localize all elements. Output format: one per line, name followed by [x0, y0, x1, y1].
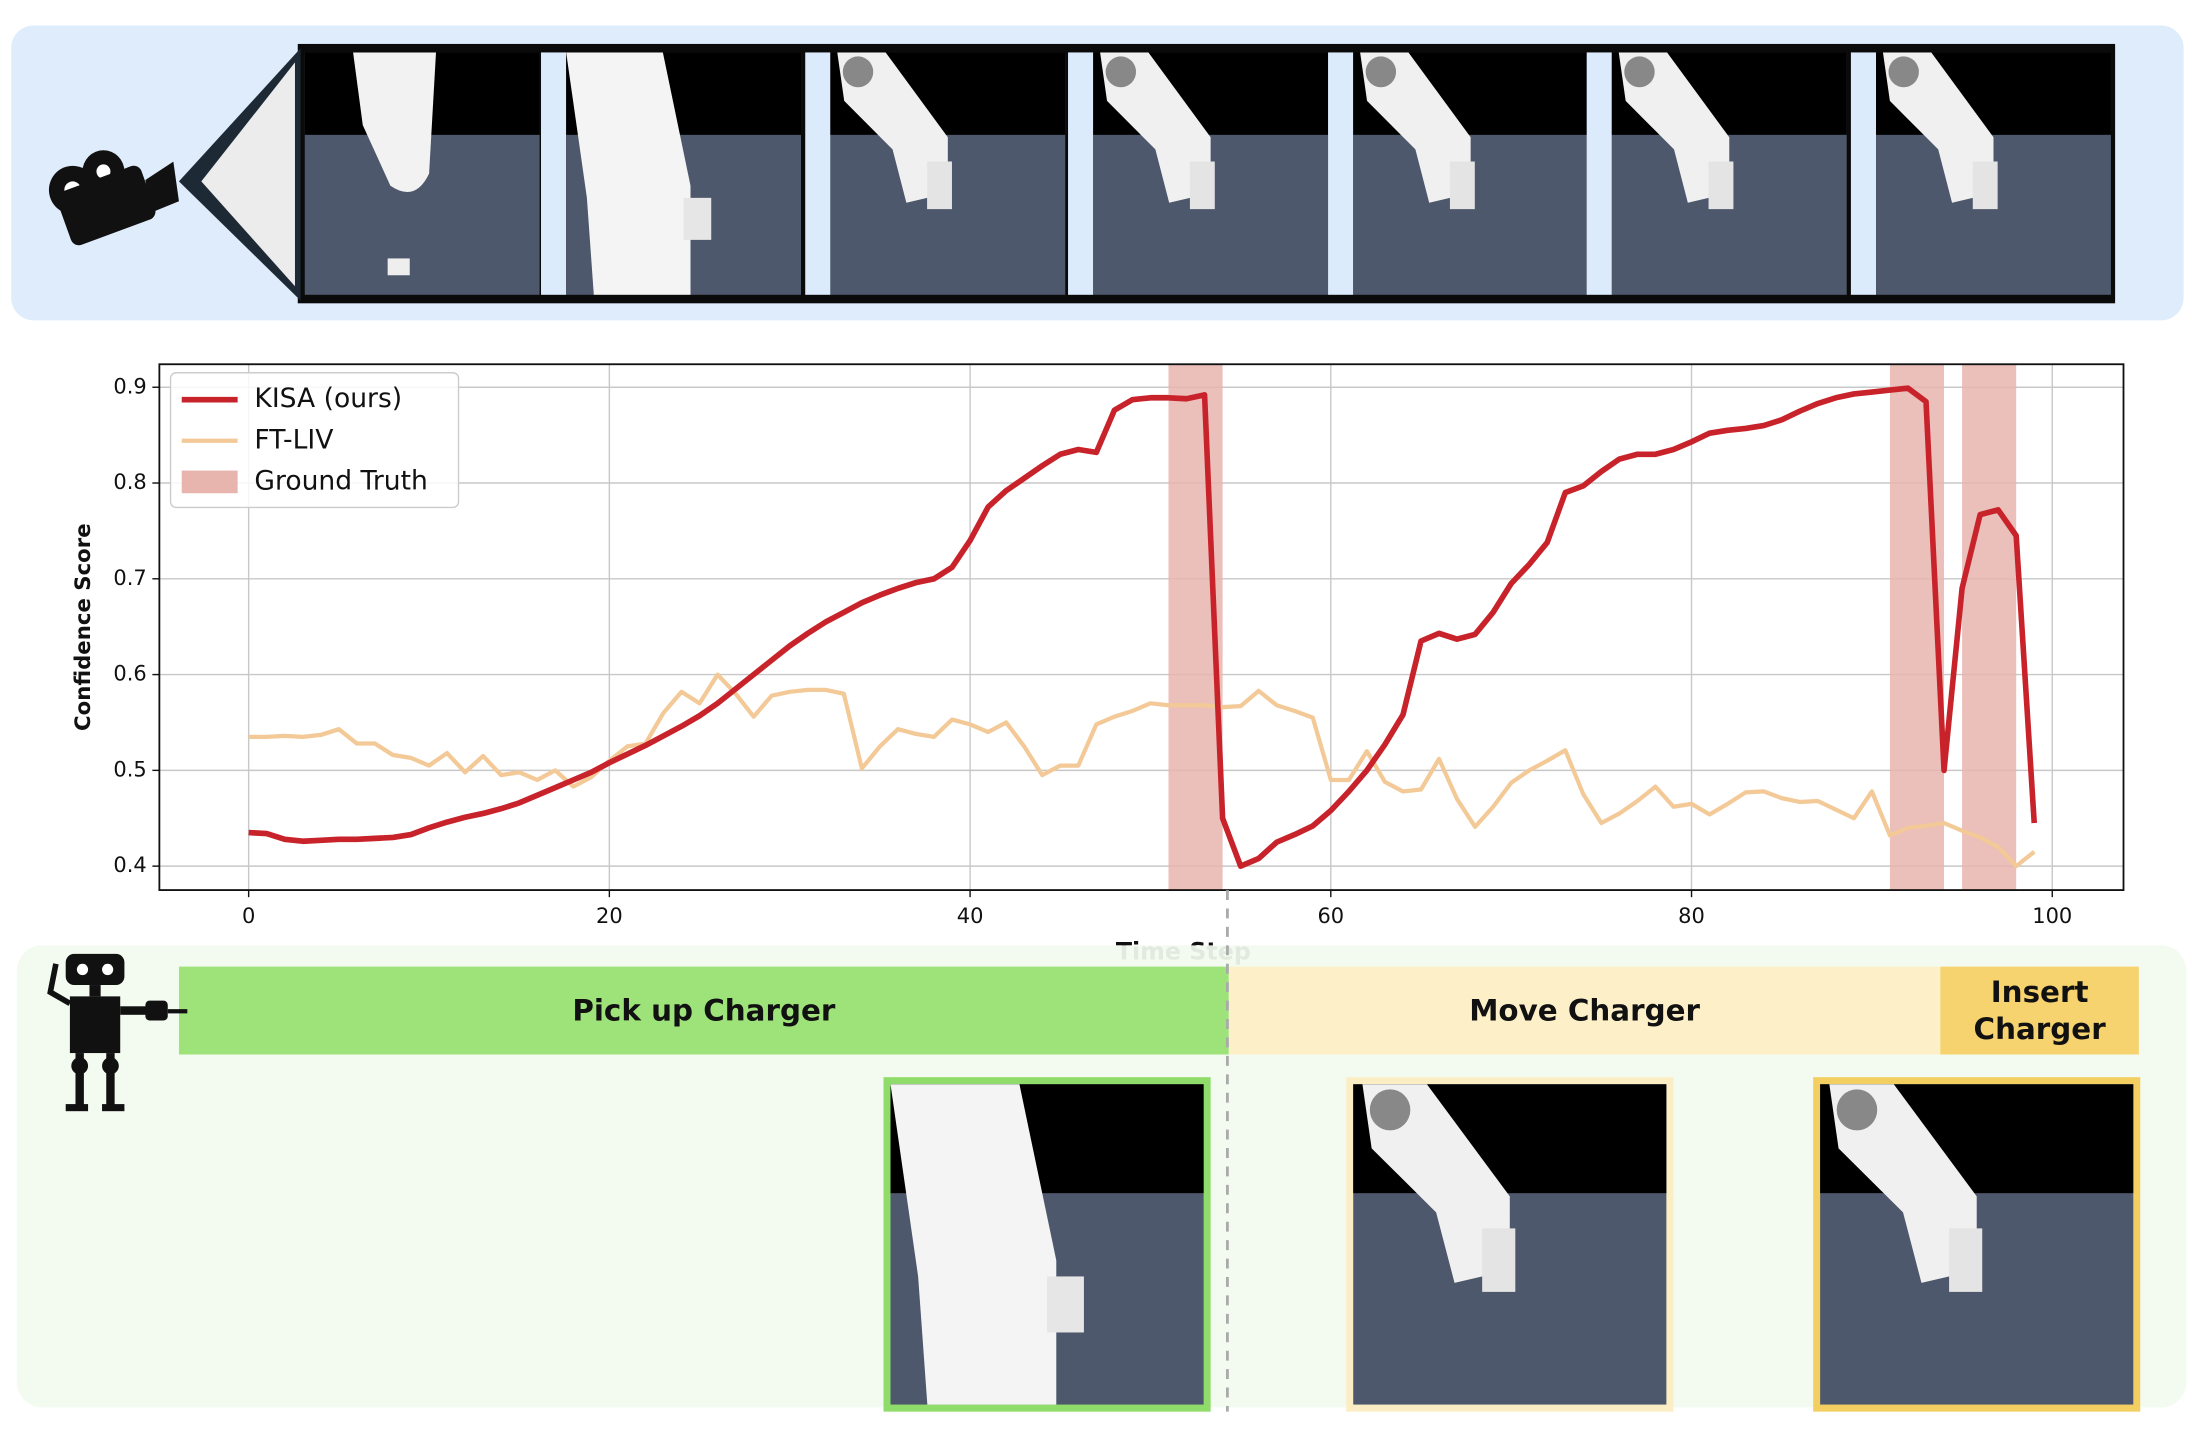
robot-icon	[47, 953, 188, 1112]
robot-joint	[1836, 1089, 1878, 1131]
y-tick-label: 0.8	[113, 469, 146, 494]
phase-label-box: Pick up Charger	[572, 993, 836, 1028]
phase-bar	[1940, 966, 2139, 1055]
robot-joint	[1105, 56, 1137, 88]
phase-label: Move Charger	[1469, 993, 1700, 1028]
x-tick-label: 100	[2032, 903, 2072, 928]
phase-label: Pick up Charger	[572, 993, 836, 1028]
robot-arm	[1882, 52, 1994, 203]
charger	[1189, 161, 1215, 210]
video-panel	[11, 25, 2184, 321]
legend-ground-truth-swatch	[181, 470, 238, 494]
robot-arm	[837, 52, 948, 203]
phase-bar	[1228, 966, 1941, 1055]
charger	[1047, 1276, 1084, 1333]
x-tick-label: 60	[1317, 903, 1344, 928]
plot: 0.4 0.5 0.6 0.7 0.8 0.9 0 20 40 60 80 100 Confidence…	[70, 363, 2125, 966]
frame-gap	[1850, 52, 1877, 295]
charger	[1449, 161, 1475, 210]
frame-gap	[805, 52, 831, 295]
robot-joint	[842, 56, 874, 88]
phase-label: Insert Charger	[1973, 974, 2106, 1046]
charger	[1972, 161, 1998, 210]
charger	[1708, 161, 1734, 210]
x-tick-label: 80	[1678, 903, 1705, 928]
charger	[927, 161, 952, 210]
y-tick-label: 0.5	[113, 756, 146, 781]
y-axis-label: Confidence Score	[70, 523, 95, 731]
robot-arm	[566, 52, 691, 295]
x-tick-label: 40	[957, 903, 984, 928]
phase-label-box: Insert Charger	[1973, 974, 2106, 1046]
charger	[683, 197, 712, 240]
robot-arm	[1362, 1084, 1510, 1283]
phase-label-box: Move Charger	[1469, 993, 1700, 1028]
robot-joint	[1624, 56, 1655, 88]
robot-arm	[353, 52, 436, 192]
charger	[1482, 1228, 1516, 1292]
robot-arm	[890, 1084, 1057, 1405]
robot-joint	[1369, 1089, 1411, 1131]
series-line	[248, 672, 2036, 869]
legend-label: KISA (ours)	[254, 383, 402, 414]
projector-beam-inner	[201, 62, 295, 287]
phase-bar	[178, 966, 1229, 1055]
plot-frame	[158, 363, 2125, 891]
y-tick-label: 0.6	[113, 660, 146, 685]
frame-gap	[541, 52, 567, 295]
charger	[1949, 1228, 1983, 1292]
legend-box	[169, 372, 460, 509]
robot-joint	[1888, 56, 1919, 88]
y-tick-label: 0.7	[113, 565, 146, 590]
ground-truth-span	[1962, 364, 2017, 891]
charger	[387, 258, 410, 276]
frame-gap	[1586, 52, 1612, 295]
y-tick-label: 0.4	[113, 852, 146, 877]
robot-arm	[1829, 1084, 1977, 1283]
legend-label: Ground Truth	[254, 465, 427, 496]
robot-joint	[1365, 56, 1397, 88]
camera-icon	[48, 150, 179, 246]
x-tick-label: 0	[242, 903, 255, 928]
frame-gap	[1068, 52, 1094, 295]
robot-arm	[1100, 52, 1211, 203]
phase-panel: Pick up Charger Move Charger Insert Char…	[16, 890, 2187, 1412]
robot-arm	[1360, 52, 1471, 203]
x-tick-label: 20	[596, 903, 623, 928]
series-line	[248, 385, 2038, 869]
y-tick-label: 0.9	[113, 373, 146, 398]
frame-gap	[1328, 52, 1354, 295]
robot-arm	[1618, 52, 1730, 203]
legend-label: FT-LIV	[254, 424, 334, 455]
